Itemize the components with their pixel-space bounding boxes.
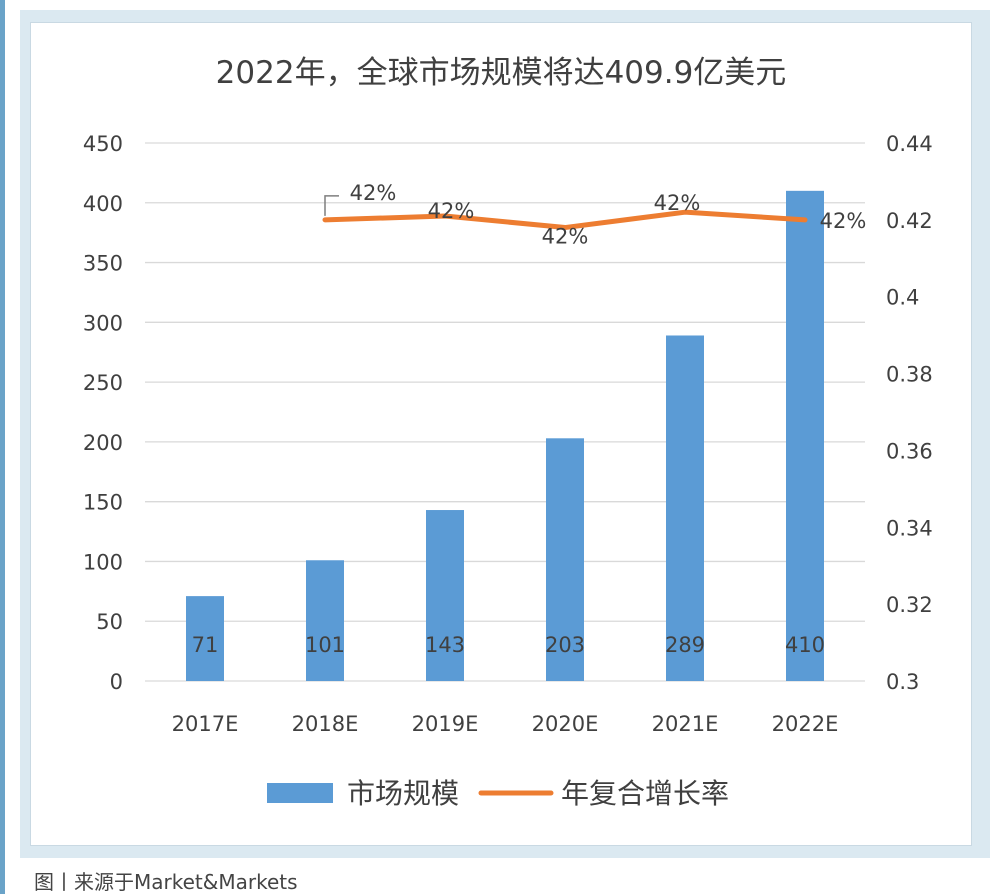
y-right-tick-label: 0.36 xyxy=(886,439,933,463)
y-left-tick-label: 450 xyxy=(83,132,123,156)
y-left-tick-label: 100 xyxy=(83,550,123,574)
y-right-tick-label: 0.38 xyxy=(886,363,933,387)
y-left-tick-label: 250 xyxy=(83,371,123,395)
y-right-tick-label: 0.34 xyxy=(886,516,933,540)
y-left-tick-label: 0 xyxy=(110,670,123,694)
bar-data-label: 71 xyxy=(192,633,219,657)
line-data-label: 42% xyxy=(654,191,701,215)
y-left-tick-label: 300 xyxy=(83,311,123,335)
chart-card: 2022年，全球市场规模将达409.9亿美元 0 50 100 150 200 250 300… xyxy=(30,22,972,846)
x-tick-label: 2018E xyxy=(292,712,359,736)
bar xyxy=(426,510,464,681)
bar xyxy=(306,560,344,681)
bar-data-label: 203 xyxy=(545,633,585,657)
bar-data-label: 410 xyxy=(785,633,825,657)
y-left-tick-label: 50 xyxy=(96,610,123,634)
growth-rate-line xyxy=(322,209,808,231)
x-tick-label: 2021E xyxy=(652,712,719,736)
legend-swatch-bar xyxy=(267,783,333,803)
line-data-label: 42% xyxy=(542,225,589,249)
left-accent-rule xyxy=(0,0,5,894)
x-tick-label: 2022E xyxy=(772,712,839,736)
legend-label-bar: 市场规模 xyxy=(347,777,459,810)
chart-title: 2022年，全球市场规模将达409.9亿美元 xyxy=(216,55,787,91)
label-leader-line xyxy=(324,195,339,216)
bar xyxy=(186,596,224,681)
legend-label-line: 年复合增长率 xyxy=(561,777,729,810)
y-right-tick-label: 0.32 xyxy=(886,593,933,617)
y-right-tick-label: 0.42 xyxy=(886,209,933,233)
y-right-tick-label: 0.3 xyxy=(886,670,919,694)
figure-caption: 图丨来源于Market&Markets xyxy=(34,870,298,894)
y-right-tick-label: 0.4 xyxy=(886,286,919,310)
bar xyxy=(786,190,824,682)
bar-data-label: 101 xyxy=(305,633,345,657)
y-left-tick-label: 150 xyxy=(83,491,123,515)
bar-data-label: 289 xyxy=(665,633,705,657)
line-data-label: 42% xyxy=(428,199,475,223)
x-tick-label: 2017E xyxy=(172,712,239,736)
bar xyxy=(666,335,704,681)
bar xyxy=(546,438,584,681)
x-tick-label: 2020E xyxy=(532,712,599,736)
x-tick-label: 2019E xyxy=(412,712,479,736)
y-right-tick-label: 0.44 xyxy=(886,132,933,156)
line-data-label: 42% xyxy=(350,181,397,205)
combo-chart: 2022年，全球市场规模将达409.9亿美元 0 50 100 150 200 250 300… xyxy=(83,55,933,810)
y-left-tick-label: 200 xyxy=(83,431,123,455)
line-data-label: 42% xyxy=(820,209,867,233)
y-left-tick-label: 400 xyxy=(83,192,123,216)
y-left-tick-label: 350 xyxy=(83,252,123,276)
bar-data-label: 143 xyxy=(425,633,465,657)
